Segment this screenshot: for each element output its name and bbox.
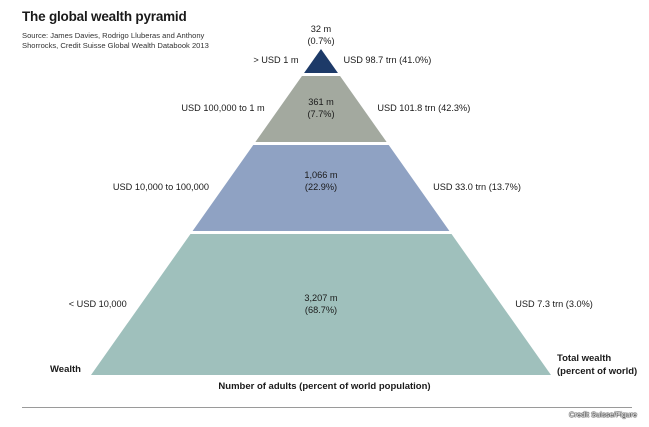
tier-adults-count: 1,066 m [304,170,338,180]
wealth-axis-label: Wealth [50,364,81,375]
tier-adults-percent: (0.7%) [307,36,335,46]
image-credit: Credit Suisse/Figure [569,410,637,419]
source-note: Source: James Davies, Rodrigo Lluberas a… [22,31,209,50]
x-axis-label: Number of adults (percent of world popul… [218,381,431,392]
tier-adults-percent: (7.7%) [307,109,335,119]
tier-total-wealth: USD 101.8 trn (42.3%) [377,103,471,113]
tier-adults-percent: (22.9%) [304,182,338,192]
pyramid-tier-2 [255,76,387,142]
tier-total-wealth: USD 33.0 trn (13.7%) [433,182,521,192]
total-wealth-axis-label: Total wealth (percent of world) [557,353,638,377]
tier-wealth-band: < USD 10,000 [68,298,127,309]
tier-adults-count: 3,207 m [304,293,338,303]
divider-line [22,407,632,408]
tier-adults-percent: (68.7%) [304,305,338,315]
tier-total-wealth: USD 7.3 trn (3.0%) [515,298,593,309]
tier-wealth-band: USD 10,000 to 100,000 [112,182,209,192]
tier-adults-count: 361 m [308,97,334,107]
tier-wealth-band: > USD 1 m [253,55,299,65]
pyramid-tier-1 [304,49,338,73]
tier-adults-count: 32 m [310,24,332,34]
tier-wealth-band: USD 100,000 to 1 m [181,103,265,113]
tier-total-wealth: USD 98.7 trn (41.0%) [343,55,432,65]
pyramid-tier-3 [192,145,450,231]
pyramid-tier-4 [91,234,551,375]
chart-title: The global wealth pyramid [22,9,187,24]
